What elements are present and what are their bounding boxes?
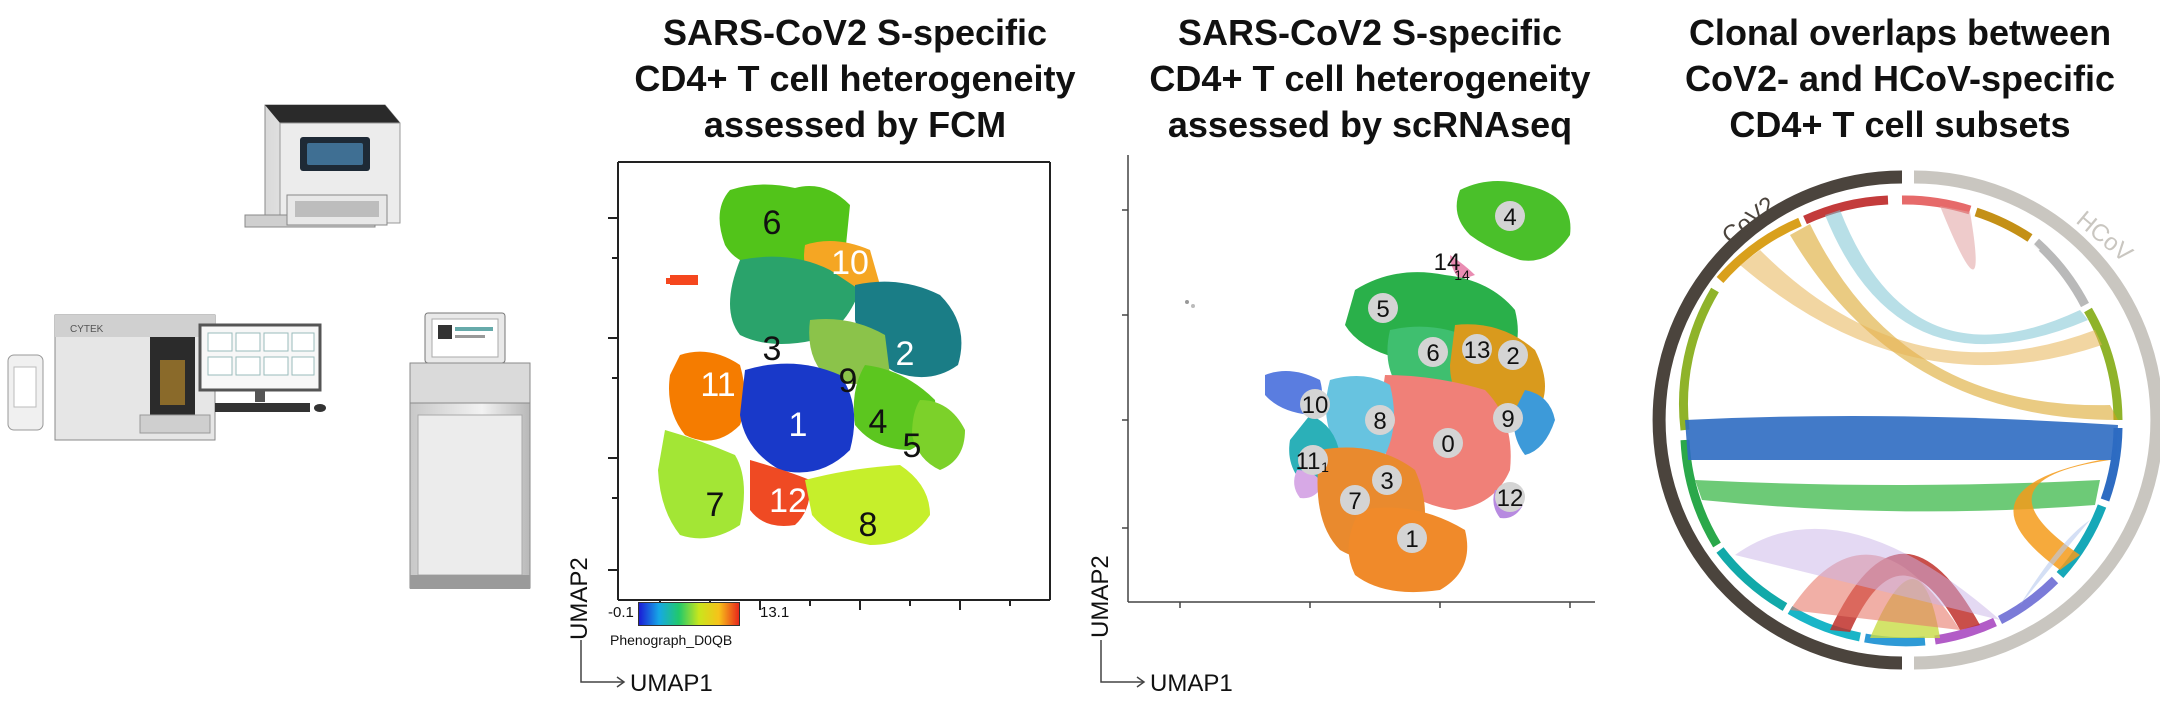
- scrna-panel-title: SARS-CoV2 S-specific CD4+ T cell heterog…: [1120, 10, 1620, 148]
- clonal-title-line-2: CoV2- and HCoV-specific: [1684, 58, 2116, 99]
- svg-text:14: 14: [1434, 249, 1461, 276]
- svg-text:6: 6: [1426, 340, 1439, 367]
- hcov-outer-arc: [1913, 170, 2160, 670]
- svg-text:7: 7: [1348, 488, 1361, 515]
- svg-text:13: 13: [1464, 337, 1491, 364]
- fcm-cluster-label: 3: [763, 330, 782, 368]
- svg-text:1: 1: [1321, 459, 1329, 475]
- svg-text:10: 10: [1302, 392, 1329, 419]
- fcm-cluster-label: 7: [706, 486, 725, 524]
- scrna-cluster-marker: 9: [1493, 403, 1523, 433]
- cov2-outer-arc: [1652, 170, 1903, 670]
- scrna-y-axis-label: UMAP2: [1087, 555, 1114, 638]
- scrna-cluster-marker: 1: [1397, 523, 1427, 553]
- scrna-cluster-marker: 11 1: [1296, 445, 1329, 475]
- fcm-cluster-label: 12: [769, 482, 807, 520]
- fcm-cluster-regions: [658, 184, 965, 545]
- clonal-panel-title: Clonal overlaps between CoV2- and HCoV-s…: [1650, 10, 2150, 148]
- fcm-panel-title: SARS-CoV2 S-specific CD4+ T cell heterog…: [605, 10, 1105, 148]
- svg-text:11: 11: [1296, 448, 1321, 475]
- scrna-cluster-marker: 0: [1433, 428, 1463, 458]
- fcm-colorbar-label: Phenograph_D0QB: [610, 632, 733, 648]
- scrna-x-axis-label: UMAP1: [1150, 670, 1233, 697]
- fcm-cluster-label: 10: [831, 244, 869, 282]
- scrna-cluster-marker: 8: [1365, 405, 1395, 435]
- scrna-title-line-2: CD4+ T cell heterogeneity: [1149, 58, 1591, 99]
- chord-ribbons: [1685, 206, 2118, 638]
- svg-text:12: 12: [1497, 485, 1524, 512]
- scrna-axis-arrows: [1100, 640, 1146, 688]
- scrna-cluster-marker: 2: [1498, 340, 1528, 370]
- svg-text:9: 9: [1501, 406, 1514, 433]
- fcm-cluster-label: 4: [869, 403, 888, 441]
- svg-text:5: 5: [1376, 296, 1389, 323]
- fcm-umap-plot: 6 10 3 2 9 11 4 1 5 7 12 8: [608, 161, 1051, 610]
- fcm-colorbar: [638, 602, 740, 626]
- scrna-cluster-marker: 12: [1495, 482, 1525, 512]
- svg-text:2: 2: [1506, 343, 1519, 370]
- fcm-colorbar-min: -0.1: [608, 604, 634, 621]
- fcm-cluster-label: 6: [763, 204, 782, 242]
- scrna-cluster-marker: 13: [1462, 334, 1492, 364]
- fcm-cluster-label: 2: [896, 335, 915, 373]
- clonal-chord-diagram: CoV2 HCoV: [1652, 170, 2160, 670]
- fcm-title-line-1: SARS-CoV2 S-specific: [662, 12, 1048, 53]
- svg-text:3: 3: [1380, 468, 1393, 495]
- fcm-title-line-2: CD4+ T cell heterogeneity: [634, 58, 1076, 99]
- fcm-cluster-label: 9: [839, 362, 858, 400]
- sequencer-icon: [409, 312, 531, 589]
- fcm-axis-arrows: [580, 640, 626, 688]
- fcm-cluster-label: 1: [789, 406, 808, 444]
- inner-segment-ring: [1678, 195, 2123, 647]
- scrna-cluster-marker: 4: [1495, 201, 1525, 231]
- fcm-y-axis-label: UMAP2: [566, 557, 593, 640]
- fcm-title-line-3: assessed by FCM: [703, 104, 1007, 145]
- fcm-cluster-label: 8: [859, 506, 878, 544]
- svg-text:0: 0: [1441, 431, 1454, 458]
- scrna-cluster-marker: 7: [1340, 485, 1370, 515]
- scrna-cluster-marker: 6: [1418, 337, 1448, 367]
- scrna-cluster-marker: 3: [1372, 465, 1402, 495]
- svg-text:CYTEK: CYTEK: [70, 324, 104, 335]
- fcm-colorbar-max: 13.1: [760, 604, 790, 621]
- scrna-title-line-1: SARS-CoV2 S-specific: [1177, 12, 1563, 53]
- cell-sorter-icon: [244, 104, 401, 228]
- fcm-cluster-label: 5: [903, 427, 922, 465]
- fcm-x-axis-label: UMAP1: [630, 670, 713, 697]
- clonal-title-line-1: Clonal overlaps between: [1688, 12, 2112, 53]
- flow-cytometer-icon: CYTEK: [7, 314, 326, 441]
- scrna-cluster-regions: [1185, 181, 1571, 593]
- scrna-title-line-3: assessed by scRNAseq: [1167, 104, 1573, 145]
- svg-text:1: 1: [1405, 526, 1418, 553]
- svg-text:8: 8: [1373, 408, 1386, 435]
- clonal-title-line-3: CD4+ T cell subsets: [1729, 104, 2071, 145]
- fcm-cluster-label: 11: [700, 366, 735, 404]
- svg-text:14: 14: [1454, 267, 1470, 283]
- scrna-cluster-marker: 10: [1300, 389, 1330, 419]
- svg-text:4: 4: [1503, 204, 1516, 231]
- scrna-cluster-marker: 5: [1368, 293, 1398, 323]
